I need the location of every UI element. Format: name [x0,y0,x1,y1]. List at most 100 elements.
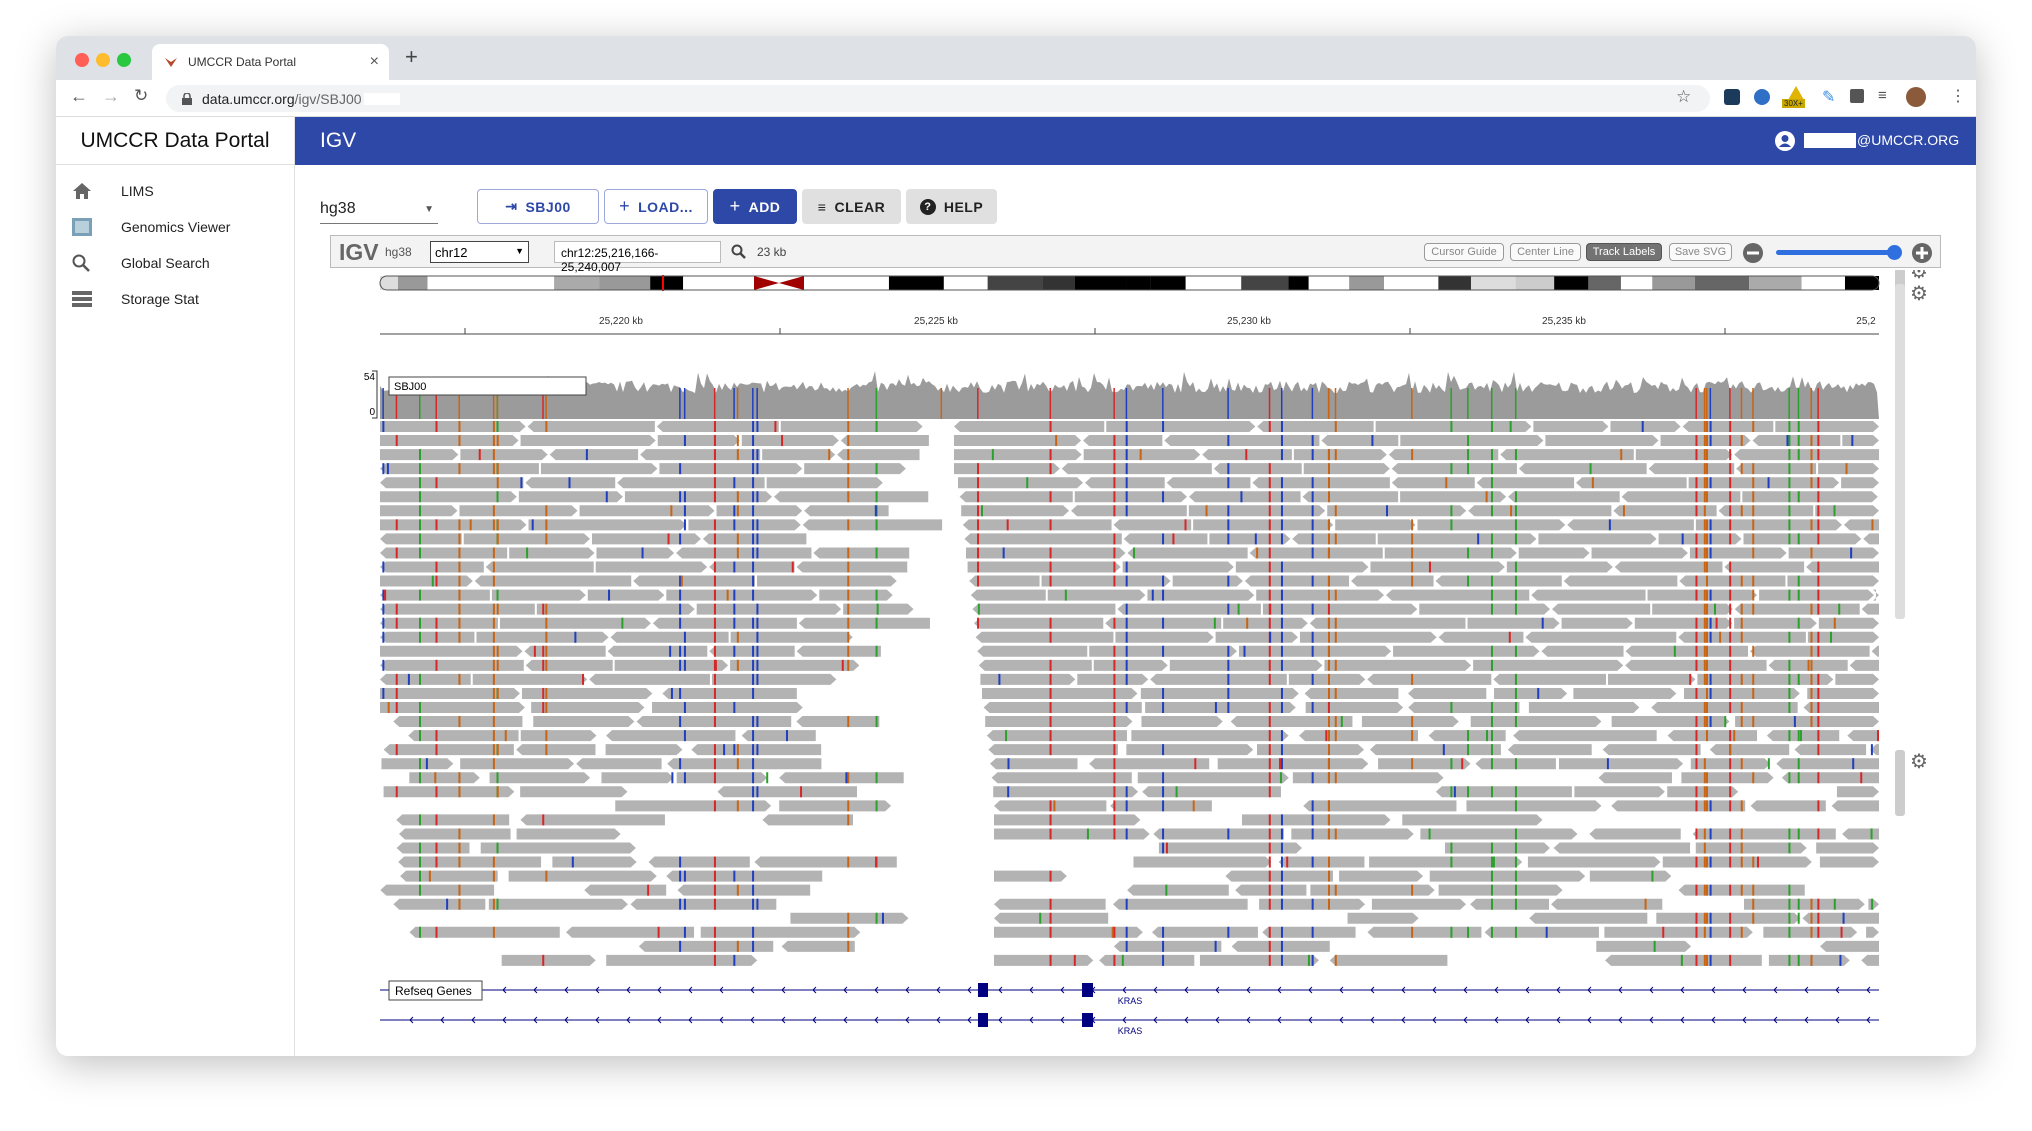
menu[interactable]: ⋮ [1950,88,1966,105]
mismatch [496,687,499,699]
cursor-guide[interactable]: Cursor Guide [1424,243,1504,261]
mismatch [1311,926,1314,938]
forward[interactable]: → [102,86,120,106]
coverage-variant [1514,388,1517,419]
mismatch [1514,758,1517,770]
mismatch [395,687,398,699]
mismatch [1703,800,1706,812]
mismatch [1797,575,1800,587]
mismatch [1729,645,1732,657]
strand-arrow [1401,1016,1406,1024]
read [1605,954,1762,966]
read [527,421,655,432]
extensions[interactable] [1850,89,1864,103]
back[interactable]: ← [70,86,88,106]
extension[interactable]: ✎ [1822,89,1836,106]
mismatch [435,575,438,587]
clear-button[interactable]: ≡ CLEAR [802,189,901,224]
brand[interactable]: UMCCR Data Portal [56,117,294,165]
user-icon[interactable] [1775,131,1795,151]
badge: 30X+ [1782,99,1805,108]
search-icon[interactable] [731,244,747,260]
read [630,898,777,910]
mismatch [1705,421,1708,432]
strand-arrow [626,986,631,994]
mismatch [1703,842,1706,854]
read [1188,491,1301,503]
mismatch [1729,603,1732,615]
read [520,435,656,447]
save-svg[interactable]: Save SVG [1669,243,1732,261]
reading-list[interactable]: ≡ [1878,87,1887,104]
mismatch [504,730,507,742]
mismatch [419,519,422,531]
profile[interactable] [1906,87,1926,107]
zoom-in[interactable] [1911,242,1933,264]
extension[interactable]: 30X+ [1782,86,1810,110]
sample-button[interactable]: ⇥ SBJ00 [477,189,599,224]
read [1819,856,1879,868]
close-tab[interactable]: × [369,53,379,70]
maximize-window[interactable] [117,53,131,67]
mismatch [1490,533,1493,545]
nav-storage[interactable]: Storage Stat [56,281,294,317]
minimize-window[interactable] [96,53,110,67]
bookmark[interactable]: ☆ [1676,87,1692,106]
band [1694,276,1750,290]
new-tab[interactable]: + [405,44,418,69]
mismatch [1311,547,1314,559]
nav-search[interactable]: Global Search [56,245,294,281]
mismatch [545,659,548,671]
read [1188,505,1326,517]
mismatch [713,856,716,868]
extension[interactable] [1724,89,1740,105]
read [1602,744,1701,756]
mismatch [736,435,739,447]
active-tab[interactable]: UMCCR Data Portal × [152,44,389,80]
mismatch [1514,673,1517,685]
mismatch [1797,912,1800,924]
read [1873,589,1879,601]
strand-arrow [1122,1016,1127,1024]
add-button[interactable]: + ADD [713,189,797,224]
chromosome-select[interactable]: chr12 ▼ [430,241,529,263]
nav-genomics[interactable]: Genomics Viewer [56,209,294,245]
genome-select[interactable]: hg38 ▼ [320,200,438,224]
locus-input[interactable]: chr12:25,216,166-25,240,007 [554,241,721,274]
mismatch [876,603,879,615]
read [961,505,1070,517]
zoom-thumb[interactable] [1887,245,1902,260]
mismatch [458,519,461,531]
load-button[interactable]: + LOAD... [604,189,708,224]
zoom-out[interactable] [1742,242,1764,264]
center-line[interactable]: Center Line [1510,243,1581,261]
read [1625,645,1749,657]
mismatch [1162,940,1165,952]
url-bar[interactable]: data.umccr.org/igv/SBJ00 [166,85,1710,112]
read [1866,926,1879,938]
read [463,533,590,545]
mismatch [492,547,495,559]
mismatch [736,505,739,517]
reload[interactable]: ↻ [134,86,149,105]
mismatch [1788,421,1791,432]
coverage-variant [679,388,681,419]
mismatch [1830,631,1833,643]
mismatch [847,716,850,728]
mismatch [1307,954,1310,966]
mismatch [1705,561,1708,573]
track-labels[interactable]: Track Labels [1586,243,1662,261]
zoom-slider[interactable] [1776,250,1896,255]
help-button[interactable]: ? HELP [906,189,997,224]
mismatch [1490,575,1493,587]
mismatch [1729,505,1732,517]
mismatch [1311,575,1314,587]
read [1369,856,1523,868]
read [762,449,836,461]
mismatch [435,617,438,629]
nav-lims[interactable]: LIMS [56,173,294,209]
mismatch [1490,645,1493,657]
close-window[interactable] [75,53,89,67]
extension[interactable] [1754,89,1770,105]
track-label: SBJ00 [394,381,426,393]
